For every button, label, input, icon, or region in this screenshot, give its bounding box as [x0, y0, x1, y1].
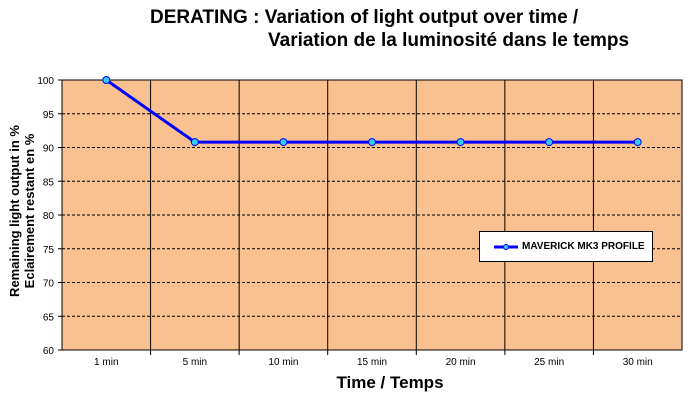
y-tick-label: 95	[43, 110, 55, 121]
data-point	[102, 76, 111, 84]
x-tick-label: 10 min	[268, 357, 298, 368]
x-tick-label: 5 min	[183, 357, 207, 368]
x-tick-label: 1 min	[94, 357, 118, 368]
data-point	[545, 138, 554, 147]
data-point	[368, 138, 376, 147]
y-tick-label: 70	[43, 279, 55, 290]
y-tick-label: 80	[43, 211, 55, 222]
x-tick-label: 15 min	[357, 357, 387, 368]
y-axis-title: Remaining light output in % Eclairement …	[7, 71, 37, 351]
x-tick-label: 25 min	[534, 357, 564, 368]
legend-line-marker	[494, 243, 518, 250]
x-tick-label: 20 min	[446, 357, 476, 368]
y-tick-label: 90	[43, 144, 55, 155]
y-tick-label: 100	[37, 76, 54, 87]
legend-label: MAVERICK MK3 PROFILE	[522, 241, 645, 252]
chart-title: DERATING : Variation of light output ove…	[150, 7, 579, 28]
y-axis-title-en: Remaining light output in %	[7, 125, 22, 297]
y-tick-label: 85	[43, 177, 55, 188]
chart-subtitle: Variation de la luminosité dans le temps	[268, 30, 630, 51]
x-axis-title: Time / Temps	[336, 373, 444, 392]
data-point	[456, 138, 465, 147]
y-tick-label: 65	[43, 312, 55, 323]
y-tick-label: 60	[43, 346, 55, 357]
legend: MAVERICK MK3 PROFILE	[479, 231, 653, 262]
x-tick-label: 30 min	[623, 357, 653, 368]
data-point	[279, 138, 288, 147]
y-axis-title-fr: Eclairement restant en %	[22, 133, 37, 289]
y-tick-label: 75	[43, 245, 55, 256]
data-point	[190, 138, 199, 147]
data-point	[633, 138, 642, 147]
